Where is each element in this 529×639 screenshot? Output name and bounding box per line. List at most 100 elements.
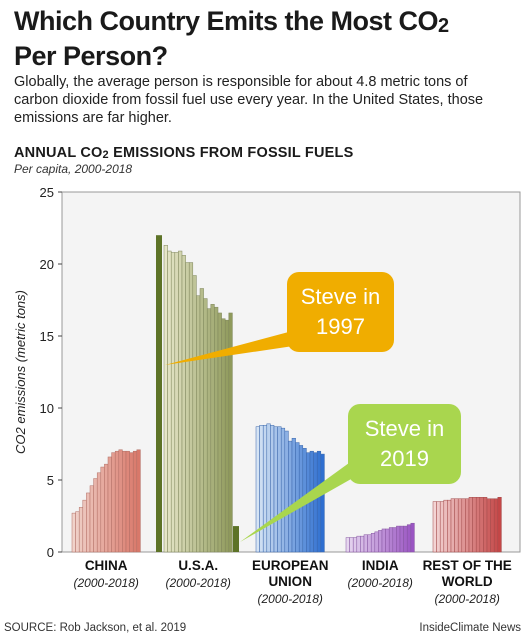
bar-3-4 (360, 535, 365, 553)
bar-4-11 (472, 497, 477, 553)
bar-0-1 (75, 511, 80, 553)
highlight-bar-1997 (156, 235, 162, 552)
bar-3-6 (367, 534, 372, 553)
bar-1-10 (199, 288, 204, 553)
bar-3-7 (370, 533, 376, 553)
bar-0-17 (132, 450, 138, 553)
category-label: EUROPEAN (252, 558, 329, 573)
bar-3-8 (374, 531, 379, 553)
bar-0-13 (118, 449, 123, 553)
bar-0-12 (114, 450, 120, 553)
category-label: UNION (268, 574, 312, 589)
bar-0-7 (96, 472, 102, 553)
bar-3-13 (392, 527, 397, 553)
bar-1-11 (203, 298, 208, 553)
publisher-credit: InsideClimate News (419, 622, 521, 634)
bar-0-5 (89, 485, 94, 553)
bar-2-2 (262, 425, 268, 553)
bar-1-7 (188, 262, 194, 553)
bar-2-3 (266, 423, 271, 553)
bar-1-9 (196, 295, 201, 553)
bar-4-7 (457, 498, 463, 553)
y-tick-label: 0 (47, 545, 54, 560)
title-subscript: 2 (438, 15, 449, 37)
bar-3-17 (406, 524, 412, 553)
bar-2-16 (313, 452, 318, 553)
bar-1-5 (181, 255, 186, 553)
category-years: (2000-2018) (74, 576, 139, 590)
bar-3-5 (363, 534, 368, 553)
bar-4-18 (497, 497, 502, 553)
bar-1-13 (210, 304, 215, 553)
chart-title-subscript: 2 (102, 149, 109, 161)
bar-1-4 (178, 250, 183, 553)
bar-4-14 (483, 497, 488, 553)
bar-3-3 (356, 535, 361, 553)
bar-4-17 (493, 498, 499, 553)
bar-1-6 (185, 262, 190, 553)
category-label: REST OF THE (423, 558, 512, 573)
bar-3-15 (399, 525, 404, 553)
bar-1-12 (206, 308, 212, 553)
bar-0-9 (104, 463, 109, 553)
bar-3-14 (396, 525, 401, 553)
bar-4-8 (461, 498, 466, 553)
bar-1-18 (228, 312, 233, 553)
bar-0-16 (129, 452, 134, 553)
category-label: WORLD (442, 574, 493, 589)
bar-3-9 (378, 530, 383, 553)
y-tick-label: 25 (40, 185, 54, 200)
bar-0-3 (82, 499, 87, 553)
callout-steve-1997: Steve in 1997 (287, 272, 394, 352)
bar-4-3 (443, 499, 448, 553)
bar-4-13 (479, 497, 484, 553)
bar-2-1 (259, 425, 264, 553)
bar-1-2 (170, 252, 176, 553)
title-end: Per Person? (14, 41, 168, 71)
category-years: (2000-2018) (166, 576, 231, 590)
bar-2-10 (291, 437, 296, 553)
chart-title-main: ANNUAL CO (14, 145, 103, 161)
callout-steve-2019: Steve in 2019 (348, 404, 461, 484)
bar-0-0 (71, 512, 76, 553)
bar-2-9 (288, 440, 293, 553)
category-label: INDIA (362, 558, 399, 573)
bar-2-17 (316, 450, 322, 553)
bar-2-18 (320, 453, 325, 553)
bar-2-0 (255, 426, 260, 553)
bar-0-10 (107, 456, 112, 553)
bar-3-16 (403, 525, 408, 553)
page-title: Which Country Emits the Most CO2 Per Pers… (14, 6, 519, 71)
chart-title-end: EMISSIONS FROM FOSSIL FUELS (108, 145, 354, 161)
bar-2-11 (295, 442, 300, 553)
category-years: (2000-2018) (258, 592, 323, 606)
bar-4-15 (486, 498, 491, 553)
chart-title: ANNUAL CO2 EMISSIONS FROM FOSSIL FUELS (14, 145, 353, 161)
bar-3-0 (345, 537, 350, 553)
page-subtitle: Globally, the average person is responsi… (14, 74, 484, 126)
category-label: CHINA (85, 558, 128, 573)
bar-3-11 (385, 528, 390, 553)
category-years: (2000-2018) (348, 576, 413, 590)
bar-2-8 (284, 430, 289, 553)
bar-4-12 (475, 497, 481, 553)
bar-2-7 (280, 427, 286, 553)
y-tick-label: 5 (47, 473, 54, 488)
bar-4-5 (450, 498, 455, 553)
bar-3-18 (410, 522, 415, 553)
callout-pointer-1997 (165, 330, 300, 365)
bar-0-18 (136, 449, 141, 553)
bar-4-4 (447, 499, 452, 553)
bar-1-8 (192, 275, 197, 553)
bar-2-5 (273, 426, 278, 553)
bar-0-11 (111, 452, 116, 553)
bar-1-0 (163, 245, 168, 553)
bar-2-4 (270, 425, 275, 553)
bar-1-1 (167, 250, 172, 553)
bar-1-14 (214, 306, 219, 553)
bar-4-0 (432, 501, 437, 553)
bar-1-15 (217, 312, 222, 553)
bar-0-2 (78, 507, 84, 553)
bar-1-3 (174, 252, 179, 553)
